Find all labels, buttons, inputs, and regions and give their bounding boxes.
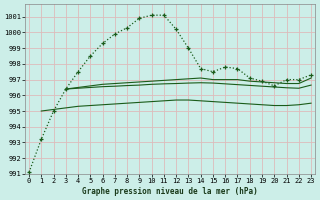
X-axis label: Graphe pression niveau de la mer (hPa): Graphe pression niveau de la mer (hPa) [82,187,258,196]
